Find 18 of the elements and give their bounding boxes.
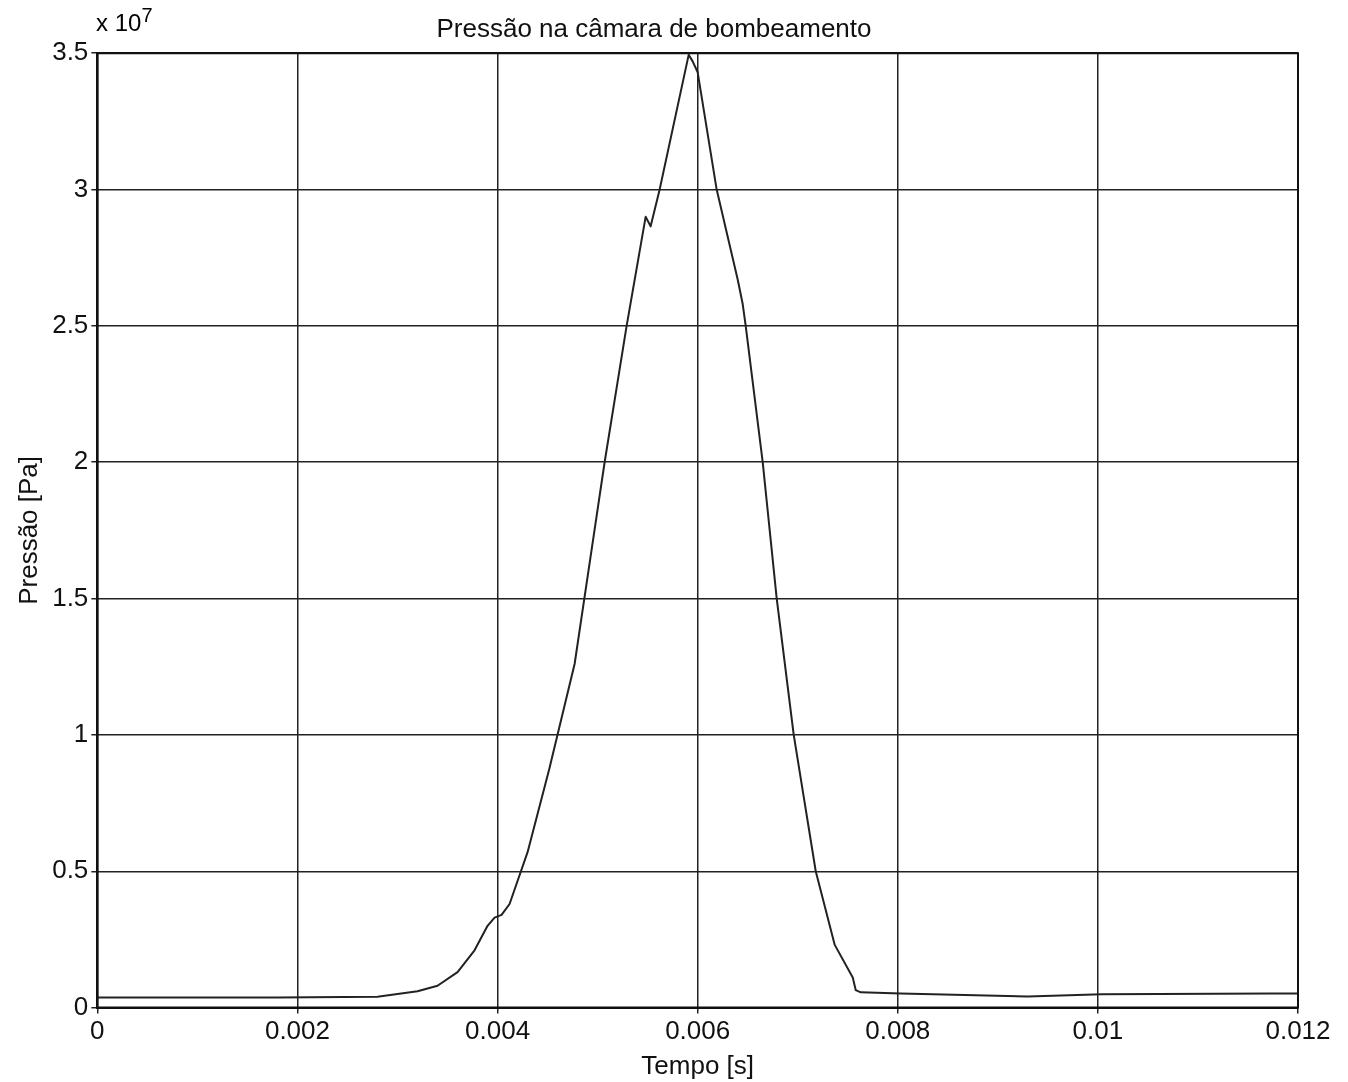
- y-tick-label: 1.5: [52, 581, 89, 612]
- y-tick-label: 2: [73, 445, 89, 476]
- chart-title: Pressão na câmara de bombeamento: [436, 12, 872, 43]
- text: x 10$^{7}$: [96, 4, 153, 37]
- y-axis-title: Pressão [Pa]: [12, 455, 43, 605]
- y-tick-label: 0.5: [52, 854, 89, 885]
- x-tick-label: 0.008: [865, 1015, 931, 1046]
- x-tick-label: 0.004: [465, 1015, 531, 1046]
- x-tick-label: 0.012: [1265, 1015, 1331, 1046]
- y-tick-label: 1: [73, 718, 89, 749]
- y-tick-label: 2.5: [52, 309, 89, 340]
- y-tick-label: 3.5: [52, 36, 89, 67]
- x-axis-title: Tempo [s]: [641, 1049, 755, 1080]
- x-tick-label: 0.01: [1072, 1015, 1124, 1046]
- y-tick-label: 0: [73, 990, 89, 1021]
- x-tick-label: 0.006: [665, 1015, 731, 1046]
- y-tick-label: 3: [73, 172, 89, 203]
- x-tick-label: 0.002: [264, 1015, 330, 1046]
